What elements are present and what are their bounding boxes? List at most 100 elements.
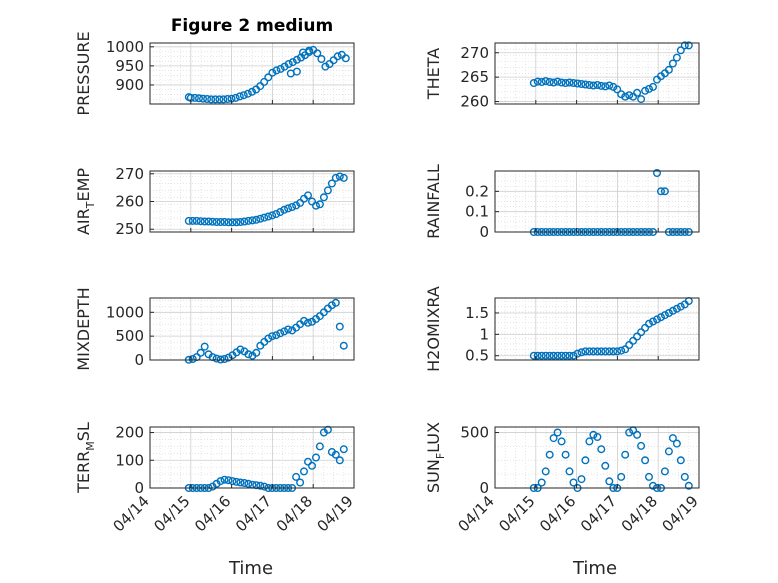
data-point	[232, 218, 241, 227]
data-point	[240, 217, 249, 226]
figure-title: Figure 2 medium	[171, 16, 333, 36]
data-point	[190, 93, 199, 102]
data-point	[280, 205, 289, 214]
data-point	[621, 450, 630, 459]
y-axis-label: MIXDEPTH	[74, 287, 93, 370]
axes-frame	[494, 170, 700, 233]
data-point	[211, 95, 220, 104]
data-point	[545, 77, 554, 86]
data-point	[617, 90, 626, 99]
data-point	[672, 439, 681, 448]
x-tick-label: 04/16	[191, 492, 234, 535]
data-point	[244, 479, 253, 488]
data-point	[676, 456, 685, 465]
data-point	[339, 445, 348, 454]
data-point	[284, 204, 293, 213]
data-point	[212, 354, 221, 363]
data-point	[331, 173, 340, 182]
data-point	[565, 467, 574, 476]
data-point	[645, 84, 654, 93]
data-point	[236, 217, 245, 226]
y-tick-label: 500	[115, 327, 144, 345]
y-tick-label: 500	[460, 424, 489, 442]
axes-frame	[494, 42, 700, 105]
data-point	[248, 216, 257, 225]
y-tick-label: 0	[134, 351, 144, 369]
data-point	[304, 318, 313, 327]
subplot-2: 250 260 270 AIRTEMP	[74, 165, 355, 238]
data-point	[313, 49, 322, 58]
data-point	[668, 59, 677, 68]
data-point	[657, 187, 666, 196]
data-point	[317, 55, 326, 64]
data-point	[256, 214, 265, 223]
data-point	[208, 217, 217, 226]
data-point	[323, 186, 332, 195]
data-point	[215, 95, 224, 104]
data-point	[597, 445, 606, 454]
data-point	[537, 351, 546, 360]
x-tick-label: 04/17	[577, 492, 620, 535]
data-point	[633, 332, 642, 341]
data-point	[625, 341, 634, 350]
y-tick-label: 1.5	[465, 304, 489, 322]
data-point	[625, 428, 634, 437]
data-point	[533, 351, 542, 360]
data-point	[284, 325, 293, 334]
data-point	[581, 80, 590, 89]
y-tick-label: 0	[479, 223, 489, 241]
data-point	[684, 481, 693, 490]
data-point	[335, 322, 344, 331]
y-axis-label: THETA	[424, 48, 443, 100]
data-point	[684, 41, 693, 50]
data-point	[292, 201, 301, 210]
data-point	[296, 198, 305, 207]
data-point	[288, 202, 297, 211]
data-point	[569, 351, 578, 360]
data-point	[276, 329, 285, 338]
data-point	[585, 437, 594, 446]
data-point	[637, 95, 646, 104]
data-point	[549, 434, 558, 443]
data-point	[641, 86, 650, 95]
data-point	[304, 457, 313, 466]
data-point	[577, 79, 586, 88]
data-point	[335, 456, 344, 465]
data-point	[260, 482, 269, 491]
data-point	[272, 209, 281, 218]
data-point	[589, 347, 598, 356]
data-point	[256, 82, 265, 91]
data-point	[203, 94, 212, 103]
data-point	[557, 78, 566, 87]
data-point	[541, 77, 550, 86]
data-point	[577, 475, 586, 484]
data-point	[335, 172, 344, 181]
data-point	[660, 467, 669, 476]
data-point	[240, 479, 249, 488]
y-tick-label: 100	[115, 451, 144, 469]
y-tick-label: 270	[460, 44, 489, 62]
data-point	[537, 478, 546, 487]
data-point	[605, 347, 614, 356]
data-point	[557, 437, 566, 446]
axes-frame	[149, 426, 355, 489]
data-point	[633, 430, 642, 439]
data-point	[188, 355, 197, 364]
data-point	[625, 91, 634, 100]
data-point	[256, 481, 265, 490]
y-tick-label: 270	[115, 165, 144, 183]
data-point	[315, 442, 324, 451]
x-tick-label: 04/19	[659, 492, 702, 535]
y-tick-label: 1000	[106, 38, 144, 56]
data-point	[537, 77, 546, 86]
data-point	[288, 58, 297, 67]
data-point	[617, 472, 626, 481]
data-point	[331, 450, 340, 459]
x-tick-label: 04/14	[455, 492, 498, 535]
data-point	[224, 476, 233, 485]
data-point	[239, 91, 248, 100]
data-point	[553, 351, 562, 360]
data-point	[585, 80, 594, 89]
